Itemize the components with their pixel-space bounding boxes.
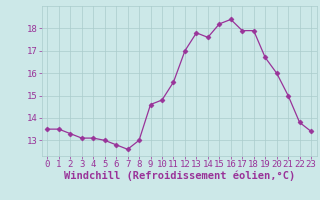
- X-axis label: Windchill (Refroidissement éolien,°C): Windchill (Refroidissement éolien,°C): [64, 171, 295, 181]
